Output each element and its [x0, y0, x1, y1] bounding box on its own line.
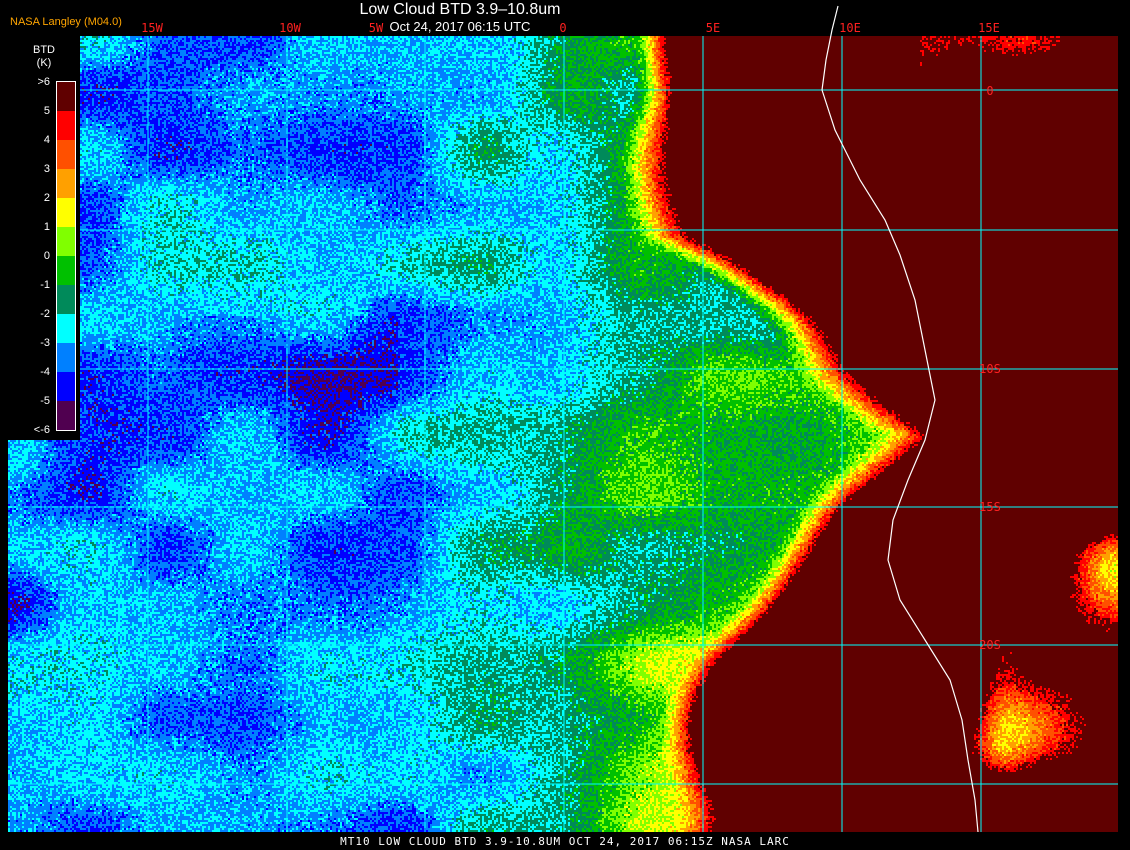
legend-units: (K)	[36, 57, 52, 69]
legend-tick-label: 0	[43, 250, 50, 262]
legend-tick-label: >6	[37, 76, 50, 88]
colorbar-band	[57, 256, 75, 285]
colorbar	[56, 81, 76, 431]
image-datetime: Oct 24, 2017 06:15 UTC	[389, 19, 531, 34]
legend-tick-label: -3	[40, 337, 50, 349]
legend-tick-label: 2	[43, 192, 50, 204]
organization-label: NASA Langley (M04.0)	[10, 16, 122, 28]
colorbar-band	[57, 227, 75, 256]
lon-label-15w: 15W	[141, 21, 163, 35]
lat-label-20s: 20S	[979, 638, 1001, 652]
legend-tick-label: 1	[43, 221, 50, 233]
lon-label-0: 0	[559, 21, 567, 35]
colorbar-band	[57, 401, 75, 430]
lon-label-10e: 10E	[839, 21, 861, 35]
legend-tick-label: -4	[40, 366, 50, 378]
legend-tick-label: -1	[40, 279, 50, 291]
colorbar-band	[57, 372, 75, 401]
lat-label-0: 0	[986, 84, 994, 98]
legend-tick-label: <-6	[33, 424, 50, 436]
colorbar-band	[57, 314, 75, 343]
lon-label-5e: 5E	[705, 21, 721, 35]
lon-label-15e: 15E	[978, 21, 1000, 35]
legend-tick-label: -5	[40, 395, 50, 407]
satellite-btd-image	[8, 36, 1118, 832]
legend-tick-label: 4	[43, 134, 50, 146]
lon-label-5w: 5W	[368, 21, 384, 35]
color-legend: BTD (K) >6 5 4 3 2 1 0 -1 -2 -3 -4 -5 <-6	[8, 36, 80, 440]
image-title: Low Cloud BTD 3.9–10.8um	[359, 1, 561, 18]
colorbar-band	[57, 140, 75, 169]
legend-tick-label: 3	[43, 163, 50, 175]
lon-label-10w: 10W	[279, 21, 301, 35]
colorbar-band	[57, 169, 75, 198]
legend-tick-label: -2	[40, 308, 50, 320]
colorbar-band	[57, 111, 75, 140]
lat-label-10s: 10S	[979, 362, 1001, 376]
lat-label-15s: 15S	[979, 500, 1001, 514]
footer-caption: MT10 LOW CLOUD BTD 3.9-10.8UM OCT 24, 20…	[0, 834, 1130, 850]
colorbar-band	[57, 285, 75, 314]
colorbar-band	[57, 343, 75, 372]
colorbar-band	[57, 198, 75, 227]
colorbar-band	[57, 82, 75, 111]
legend-title: BTD	[33, 44, 55, 56]
legend-tick-label: 5	[43, 105, 50, 117]
